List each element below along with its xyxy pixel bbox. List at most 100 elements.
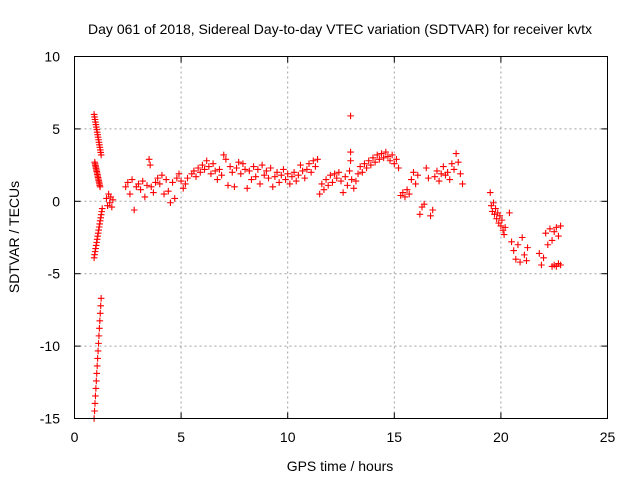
data-point [550,228,558,236]
data-point [540,254,547,262]
data-point [412,180,419,188]
data-point [190,167,198,175]
data-point [352,177,360,185]
data-point [228,169,236,176]
data-point [173,174,181,182]
data-point [322,176,330,183]
data-point [395,164,402,172]
data-point [237,170,245,178]
data-point [435,177,443,185]
data-point [446,176,454,183]
x-tick-label: 10 [280,429,296,445]
data-point [222,156,230,163]
data-point [124,179,132,186]
data-point [93,370,101,377]
data-point [331,170,338,178]
data-point [95,332,103,340]
data-point [233,164,240,172]
data-point [486,189,494,196]
data-point [416,211,424,218]
data-point [158,171,166,179]
data-point [555,232,562,240]
data-point [490,199,497,207]
data-point [239,160,247,167]
data-point [510,247,517,254]
data-point [248,176,255,183]
data-point [491,211,498,218]
data-point [150,189,157,196]
data-point [546,225,554,233]
data-point [269,183,277,191]
data-point [246,167,253,175]
data-point [256,180,264,188]
data-point [171,195,179,202]
data-point [497,222,505,230]
data-point [318,180,326,188]
data-points [90,111,564,422]
data-point [167,199,174,207]
data-point [284,170,291,178]
x-tick-label: 20 [493,429,509,445]
data-point [209,160,217,167]
data-point [384,153,392,160]
data-point [437,170,445,178]
data-point [444,169,451,176]
data-point [324,182,332,189]
data-point [156,180,164,188]
data-point [496,212,504,220]
data-point [548,237,556,244]
data-point [290,169,298,176]
data-point [137,186,144,194]
data-point [275,179,283,186]
data-point [243,184,251,192]
data-point [454,158,462,166]
data-point [211,167,219,175]
data-point [95,340,102,347]
y-tick-label: -5 [48,266,61,282]
data-point [448,160,456,167]
data-point [401,193,409,201]
x-tick-label: 0 [71,429,79,445]
data-point [506,209,513,217]
data-point [260,171,268,179]
data-point [347,148,354,156]
data-point [356,163,364,170]
data-point [292,177,300,185]
data-point [514,241,522,249]
data-point [263,167,270,175]
data-point [367,161,375,169]
data-point [500,231,508,238]
data-point [371,158,379,166]
data-point [425,174,432,182]
data-point [433,167,441,175]
data-point [278,171,285,179]
y-tick-labels: 10 5 0 -5 -10 -15 [40,49,60,427]
data-point [344,182,351,189]
data-point [361,160,368,167]
data-point [303,166,311,173]
data-point [288,173,296,180]
data-point [122,183,129,191]
data-point [440,163,447,170]
data-point [258,161,266,169]
data-point [218,171,225,179]
data-point [273,169,281,176]
data-point [498,216,506,224]
data-point [169,179,176,186]
data-point [427,212,434,220]
data-point [388,151,396,159]
data-point [226,163,234,170]
data-point [96,310,104,317]
data-point [103,195,110,202]
data-point [108,203,116,211]
data-point [335,169,343,176]
data-point [207,170,215,178]
data-point [301,174,309,182]
data-point [231,183,238,191]
data-point [216,166,223,173]
data-point [316,190,323,198]
data-point [93,362,101,370]
data-point [544,241,552,249]
data-point [314,156,321,163]
